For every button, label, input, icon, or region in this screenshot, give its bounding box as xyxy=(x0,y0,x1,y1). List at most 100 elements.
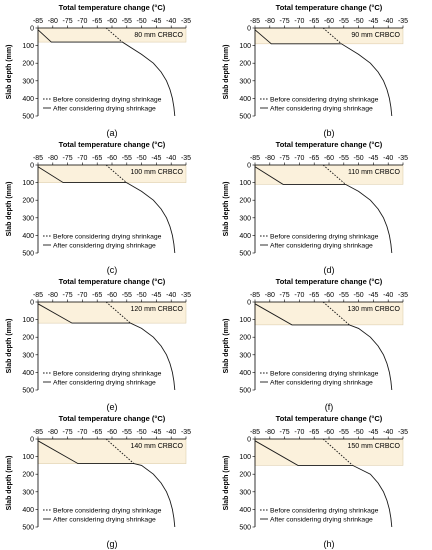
x-axis-title: Total temperature change (°C) xyxy=(276,140,383,149)
x-tick-label: -40 xyxy=(383,18,393,25)
x-tick-label: -70 xyxy=(294,292,304,299)
legend-entry: After considering drying shrinkage xyxy=(53,380,156,387)
y-tick-label: 400 xyxy=(22,96,34,103)
legend-entry: After considering drying shrinkage xyxy=(270,106,373,113)
legend-entry: Before considering drying shrinkage xyxy=(270,371,379,378)
x-tick-label: -40 xyxy=(166,18,176,25)
y-tick-label: 200 xyxy=(22,198,34,205)
x-axis-title: Total temperature change (°C) xyxy=(59,277,166,286)
x-tick-label: -40 xyxy=(166,292,176,299)
legend-entry: Before considering drying shrinkage xyxy=(53,97,162,104)
x-axis-title: Total temperature change (°C) xyxy=(59,3,166,12)
y-tick-label: 400 xyxy=(22,507,34,514)
legend-entry: Before considering drying shrinkage xyxy=(270,508,379,515)
y-tick-label: 300 xyxy=(239,489,251,496)
x-tick-label: -70 xyxy=(294,155,304,162)
x-tick-label: -65 xyxy=(309,429,319,436)
overlay-region xyxy=(254,438,404,466)
series-line-before xyxy=(105,301,131,324)
x-tick-label: -55 xyxy=(339,292,349,299)
x-tick-label: -45 xyxy=(368,429,378,436)
series-line-after xyxy=(37,303,176,391)
x-tick-label: -45 xyxy=(151,155,161,162)
x-tick-label: -60 xyxy=(107,429,117,436)
legend-entry: Before considering drying shrinkage xyxy=(53,234,162,241)
x-tick-label: -45 xyxy=(368,18,378,25)
legend-entry: After considering drying shrinkage xyxy=(53,517,156,524)
overlay-label: 100 mm CRBCO xyxy=(130,169,183,176)
y-tick-label: 0 xyxy=(30,437,34,444)
x-axis-title: Total temperature change (°C) xyxy=(276,414,383,423)
x-tick-label: -50 xyxy=(137,429,147,436)
x-tick-label: -45 xyxy=(151,18,161,25)
legend-entry: Before considering drying shrinkage xyxy=(270,234,379,241)
y-tick-label: 300 xyxy=(22,489,34,496)
x-tick-label: -80 xyxy=(265,292,275,299)
x-tick-label: -55 xyxy=(122,155,132,162)
y-tick-label: 400 xyxy=(239,370,251,377)
x-tick-label: -85 xyxy=(250,18,260,25)
x-tick-label: -35 xyxy=(398,155,408,162)
chart-panel-h: Total temperature change (°C) 150 mm CRBC… xyxy=(223,414,408,549)
x-tick-label: -85 xyxy=(250,429,260,436)
y-tick-label: 400 xyxy=(239,96,251,103)
overlay-label: 110 mm CRBCO xyxy=(348,169,401,176)
y-tick-label: 200 xyxy=(239,472,251,479)
y-axis-title: Slab depth (mm) xyxy=(223,45,230,100)
x-axis-title: Total temperature change (°C) xyxy=(59,140,166,149)
y-axis-title: Slab depth (mm) xyxy=(223,456,230,511)
series-line-before xyxy=(322,27,342,45)
series-line-after xyxy=(254,29,393,117)
y-tick-label: 500 xyxy=(239,114,251,121)
x-tick-label: -60 xyxy=(324,429,334,436)
x-tick-label: -75 xyxy=(63,292,73,299)
chart-panel-f: Total temperature change (°C) 130 mm CRBC… xyxy=(223,277,408,412)
x-tick-label: -70 xyxy=(77,429,87,436)
x-tick-label: -55 xyxy=(339,155,349,162)
x-tick-label: -50 xyxy=(137,292,147,299)
y-tick-label: 400 xyxy=(239,507,251,514)
y-tick-label: 300 xyxy=(22,215,34,222)
series-line-before xyxy=(322,164,346,185)
x-tick-label: -60 xyxy=(324,292,334,299)
y-tick-label: 0 xyxy=(247,300,251,307)
x-tick-label: -55 xyxy=(122,18,132,25)
x-tick-label: -35 xyxy=(398,292,408,299)
x-tick-label: -65 xyxy=(92,18,102,25)
x-tick-label: -50 xyxy=(354,292,364,299)
x-tick-label: -75 xyxy=(280,292,290,299)
x-tick-label: -70 xyxy=(77,155,87,162)
x-tick-label: -35 xyxy=(181,155,191,162)
y-tick-label: 500 xyxy=(239,388,251,395)
x-tick-label: -40 xyxy=(166,155,176,162)
y-tick-label: 500 xyxy=(239,251,251,258)
x-tick-label: -70 xyxy=(77,18,87,25)
panel-label: (h) xyxy=(324,539,335,549)
y-tick-label: 500 xyxy=(22,525,34,532)
y-axis-title: Slab depth (mm) xyxy=(6,45,13,100)
series-line-before xyxy=(105,27,123,43)
legend-entry: Before considering drying shrinkage xyxy=(53,371,162,378)
series-line-after xyxy=(37,29,176,117)
x-tick-label: -45 xyxy=(151,292,161,299)
y-tick-label: 300 xyxy=(239,215,251,222)
x-tick-label: -35 xyxy=(181,292,191,299)
y-tick-label: 100 xyxy=(22,43,34,50)
y-axis-title: Slab depth (mm) xyxy=(223,319,230,374)
x-tick-label: -45 xyxy=(368,155,378,162)
x-tick-label: -55 xyxy=(122,292,132,299)
x-tick-label: -80 xyxy=(265,429,275,436)
y-axis-title: Slab depth (mm) xyxy=(6,456,13,511)
x-tick-label: -40 xyxy=(383,292,393,299)
chart-panel-g: Total temperature change (°C) 140 mm CRBC… xyxy=(6,414,191,549)
panel-label: (e) xyxy=(107,402,118,412)
x-tick-label: -70 xyxy=(294,18,304,25)
y-tick-label: 0 xyxy=(247,26,251,33)
x-tick-label: -50 xyxy=(354,18,364,25)
chart-panel-d: Total temperature change (°C) 110 mm CRBC… xyxy=(223,140,408,275)
x-tick-label: -60 xyxy=(324,155,334,162)
x-tick-label: -50 xyxy=(354,155,364,162)
legend-entry: After considering drying shrinkage xyxy=(270,243,373,250)
y-tick-label: 0 xyxy=(247,163,251,170)
